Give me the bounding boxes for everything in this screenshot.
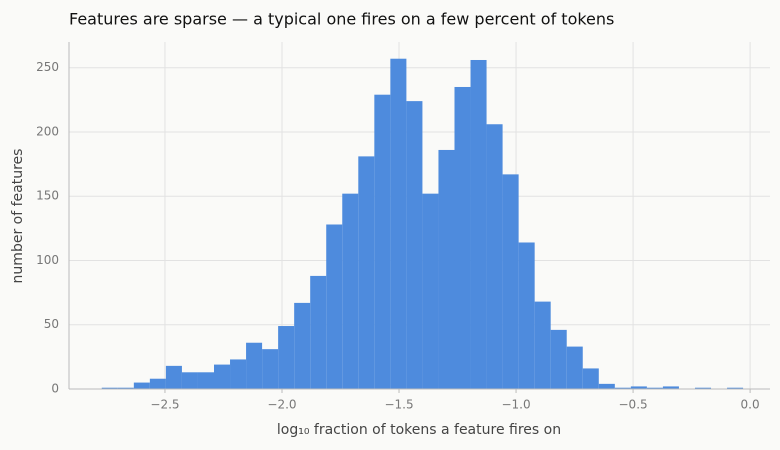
bar [310, 275, 327, 389]
bar [518, 242, 535, 389]
bar [454, 86, 471, 390]
bar [294, 302, 311, 389]
bar [550, 329, 567, 389]
bar [598, 383, 615, 389]
bar [278, 326, 295, 389]
bar [646, 387, 663, 389]
bar [486, 124, 503, 389]
bar [213, 364, 231, 389]
x-tick-label: −0.5 [619, 398, 648, 412]
bar [406, 101, 423, 389]
y-tick-label: 150 [36, 189, 59, 203]
bar [566, 346, 583, 389]
x-tick-label: −2.5 [150, 398, 179, 412]
bar [390, 58, 407, 390]
bar [230, 359, 247, 389]
bar [630, 386, 647, 389]
bar [374, 94, 391, 389]
bar [165, 365, 182, 389]
bar [117, 387, 134, 389]
y-tick-label: 0 [51, 382, 59, 396]
bar [133, 382, 150, 389]
chart-title: Features are sparse — a typical one fire… [69, 10, 614, 29]
y-tick-label: 200 [36, 124, 59, 138]
bar [614, 387, 631, 389]
bar [470, 59, 487, 390]
bar [358, 156, 375, 389]
bar [438, 149, 455, 389]
bar [727, 387, 744, 389]
bar [534, 301, 551, 389]
y-tick-label: 50 [44, 317, 59, 331]
x-tick-label: −2.0 [267, 398, 296, 412]
bar [342, 193, 359, 389]
bar [694, 387, 712, 389]
y-axis-label: number of features [10, 149, 26, 284]
y-tick-label: 100 [36, 253, 59, 267]
bar [326, 224, 343, 389]
x-tick-label: 0.0 [741, 398, 760, 412]
x-tick-label: −1.0 [501, 398, 530, 412]
x-tick-label: −1.5 [384, 398, 413, 412]
bar [662, 386, 679, 389]
bar [149, 378, 166, 389]
bar [422, 193, 439, 389]
bar [197, 372, 214, 389]
bar [502, 174, 519, 389]
y-tick-label: 250 [36, 60, 59, 74]
x-axis-label: log₁₀ fraction of tokens a feature fires… [277, 422, 561, 438]
bar [246, 342, 263, 389]
bar [101, 387, 118, 389]
bar [262, 349, 279, 389]
bar [582, 368, 599, 389]
bar [181, 372, 198, 389]
